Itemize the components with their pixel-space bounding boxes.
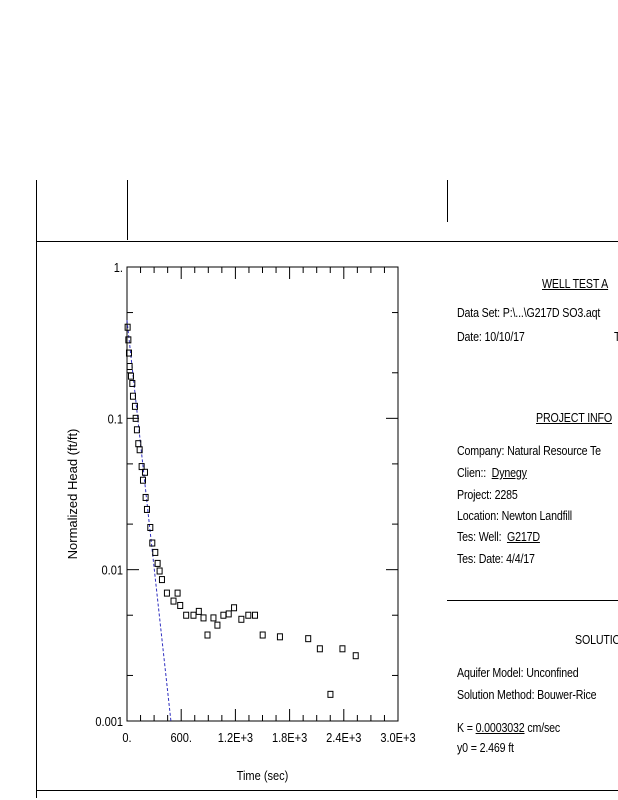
data-set: Data Set: P:\...\G217D SO3.aqt xyxy=(457,305,601,320)
k-unit: cm/sec xyxy=(524,720,561,735)
data-point xyxy=(124,323,131,331)
data-point xyxy=(276,633,283,641)
x-tick-label: 2.4E+3 xyxy=(326,730,362,745)
client-label: Clien:: xyxy=(457,465,487,480)
y0-value: y0 = 2.469 ft xyxy=(457,740,514,755)
aquifer-model: Aquifer Model: Unconfined xyxy=(457,665,579,680)
company: Company: Natural Resource Te xyxy=(457,443,601,458)
k-value: 0.0003032 xyxy=(475,720,525,735)
well-value: G217D xyxy=(506,529,540,544)
x-tick-label: 1.2E+3 xyxy=(218,730,254,745)
data-point xyxy=(204,631,211,639)
data-point xyxy=(133,426,140,434)
data-point xyxy=(163,589,170,597)
data-point xyxy=(225,610,232,618)
client-value: Dynegy xyxy=(491,465,527,480)
test-date: Tes: Date: 4/4/17 xyxy=(457,551,535,566)
data-point xyxy=(147,523,154,531)
data-point xyxy=(220,611,227,619)
data-point xyxy=(174,589,181,597)
data-point xyxy=(252,611,259,619)
data-point xyxy=(238,615,245,623)
data-point xyxy=(149,539,156,547)
data-point xyxy=(195,607,202,615)
data-point xyxy=(139,476,146,484)
panel-divider xyxy=(447,600,618,601)
header-divider-2 xyxy=(447,180,448,222)
data-point xyxy=(156,567,163,575)
data-point xyxy=(125,349,132,357)
header-bottom xyxy=(36,241,618,242)
data-point xyxy=(210,614,217,622)
data-point xyxy=(259,631,266,639)
data-point xyxy=(170,597,177,605)
data-point xyxy=(200,614,207,622)
data-point xyxy=(129,392,136,400)
data-point xyxy=(125,336,132,344)
y-tick-label: 0.001 xyxy=(95,714,123,729)
x-tick-label: 0. xyxy=(122,730,131,745)
frame-bottom xyxy=(36,790,618,791)
data-point xyxy=(143,505,150,513)
data-point xyxy=(352,652,359,660)
x-axis-label: Time (sec) xyxy=(237,768,289,783)
frame-left xyxy=(36,180,37,798)
project: Project: 2285 xyxy=(457,487,518,502)
data-point xyxy=(142,493,149,501)
data-point xyxy=(126,363,133,371)
data-point xyxy=(131,402,138,410)
data-point xyxy=(327,690,334,698)
y-tick-label: 0.1 xyxy=(108,411,124,426)
well-label: Tes: Well: xyxy=(457,529,502,544)
data-point xyxy=(231,604,238,612)
data-point xyxy=(129,379,136,387)
fit-line xyxy=(126,320,172,722)
k-label: K = xyxy=(457,720,476,735)
data-point xyxy=(183,611,190,619)
header-divider-1 xyxy=(127,180,128,240)
solution-title: SOLUTIO xyxy=(575,632,618,647)
well-test-title: WELL TEST A xyxy=(542,276,609,291)
data-point xyxy=(127,372,134,380)
y-tick-label: 0.01 xyxy=(102,563,124,578)
k-value-line: K = 0.0003032 cm/sec xyxy=(457,720,560,735)
project-info-title: PROJECT INFO xyxy=(536,410,613,425)
date: Date: 10/10/17 xyxy=(457,329,525,344)
data-point xyxy=(190,611,197,619)
test-well: Tes: Well: G217D xyxy=(457,529,540,544)
x-tick-label: 3.0E+3 xyxy=(380,730,416,745)
data-point xyxy=(177,601,184,609)
data-point xyxy=(138,463,145,471)
location: Location: Newton Landfill xyxy=(457,508,573,523)
data-point xyxy=(136,446,143,454)
data-point xyxy=(132,414,139,422)
x-tick-label: 600. xyxy=(170,730,191,745)
data-point xyxy=(316,645,323,653)
data-point xyxy=(152,548,159,556)
y-axis-label: Normalized Head (ft/ft) xyxy=(65,429,80,560)
y-tick-label: 1. xyxy=(114,260,123,275)
client: Clien:: Dynegy xyxy=(457,465,527,480)
data-point xyxy=(158,576,165,584)
x-tick-label: 1.8E+3 xyxy=(272,730,308,745)
data-point xyxy=(245,611,252,619)
data-point xyxy=(214,621,221,629)
data-point xyxy=(154,559,161,567)
data-point xyxy=(305,635,312,643)
date-truncated: T xyxy=(614,329,618,344)
solution-method: Solution Method: Bouwer-Rice xyxy=(457,687,597,702)
data-point xyxy=(141,468,148,476)
data-point xyxy=(339,645,346,653)
